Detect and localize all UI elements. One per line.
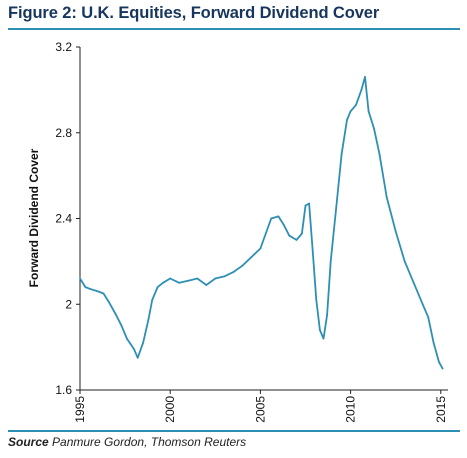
data-point: [364, 76, 366, 78]
data-point: [304, 204, 307, 207]
y-tick-labels: 1.6 2 2.4 2.8 3.2: [55, 40, 80, 397]
data-point: [156, 286, 159, 288]
data-point: [326, 314, 328, 316]
y-tick-label: 2: [65, 297, 72, 311]
source-note: Source Panmure Gordon, Thomson Reuters: [8, 435, 246, 449]
data-point: [142, 341, 145, 344]
line-chart: 1.6 2 2.4 2.8 3.2 1995 2000 2005 2010 2015 Forwa…: [27, 40, 448, 423]
x-tick-label: 2015: [434, 396, 448, 423]
data-point: [214, 277, 217, 280]
data-point: [282, 224, 285, 226]
data-point: [97, 290, 99, 293]
y-tick-label: 1.6: [55, 383, 72, 397]
data-point: [187, 279, 190, 282]
data-point: [373, 127, 375, 130]
data-point: [196, 277, 199, 280]
series-line: [79, 76, 444, 370]
data-point: [355, 104, 357, 106]
data-point: [421, 303, 424, 306]
y-tick-label: 3.2: [55, 40, 72, 54]
data-point: [270, 217, 273, 220]
data-point: [178, 281, 181, 284]
data-point: [438, 361, 440, 363]
y-tick-label: 2.8: [55, 126, 72, 140]
data-point: [84, 286, 87, 288]
data-point: [394, 230, 397, 233]
data-point: [120, 324, 123, 327]
data-point: [115, 314, 117, 316]
data-point: [378, 153, 381, 156]
data-point: [335, 206, 338, 209]
data-point: [340, 153, 343, 156]
data-point: [126, 337, 128, 340]
data-point: [264, 232, 267, 235]
data-point: [169, 277, 172, 280]
x-tick-label: 1995: [73, 396, 87, 423]
data-point: [329, 260, 332, 263]
data-point: [147, 318, 150, 321]
data-point: [79, 277, 81, 280]
data-point: [322, 337, 325, 340]
data-point: [319, 329, 321, 331]
data-point: [346, 119, 348, 121]
data-point: [162, 281, 164, 284]
data-point: [311, 249, 314, 252]
data-point: [427, 316, 430, 318]
figure-title: Figure 2: U.K. Equities, Forward Dividen…: [8, 4, 380, 22]
y-tick-label: 2.4: [55, 212, 72, 226]
y-axis-label: Forward Dividend Cover: [27, 148, 41, 287]
data-point: [403, 260, 406, 263]
data-point: [360, 89, 363, 91]
source-label: Source: [8, 435, 49, 449]
data-point: [277, 215, 280, 218]
data-point: [205, 284, 208, 286]
series-points: [79, 76, 444, 370]
data-point: [295, 239, 298, 241]
data-point: [315, 299, 318, 301]
data-point: [232, 271, 235, 273]
data-point: [288, 234, 291, 237]
data-point: [133, 348, 136, 351]
x-tick-labels: 1995 2000 2005 2010 2015: [73, 390, 448, 423]
source-divider: [8, 430, 460, 432]
data-point: [385, 196, 388, 199]
data-point: [89, 288, 92, 291]
data-point: [301, 232, 303, 235]
data-point: [151, 299, 154, 301]
source-text: Panmure Gordon, Thomson Reuters: [52, 435, 247, 449]
data-point: [349, 110, 352, 113]
x-tick-label: 2010: [344, 396, 358, 423]
data-point: [241, 264, 244, 267]
data-point: [108, 301, 110, 303]
data-point: [367, 110, 370, 113]
data-point: [250, 256, 253, 258]
data-point: [412, 281, 415, 284]
x-tick-label: 2000: [163, 396, 177, 423]
data-point: [102, 292, 105, 295]
data-point: [259, 247, 262, 250]
x-tick-label: 2005: [253, 396, 267, 423]
data-point: [308, 202, 310, 205]
title-divider: [8, 28, 460, 30]
data-point: [223, 275, 226, 278]
data-point: [136, 356, 139, 359]
data-point: [441, 367, 444, 370]
data-point: [432, 341, 435, 344]
